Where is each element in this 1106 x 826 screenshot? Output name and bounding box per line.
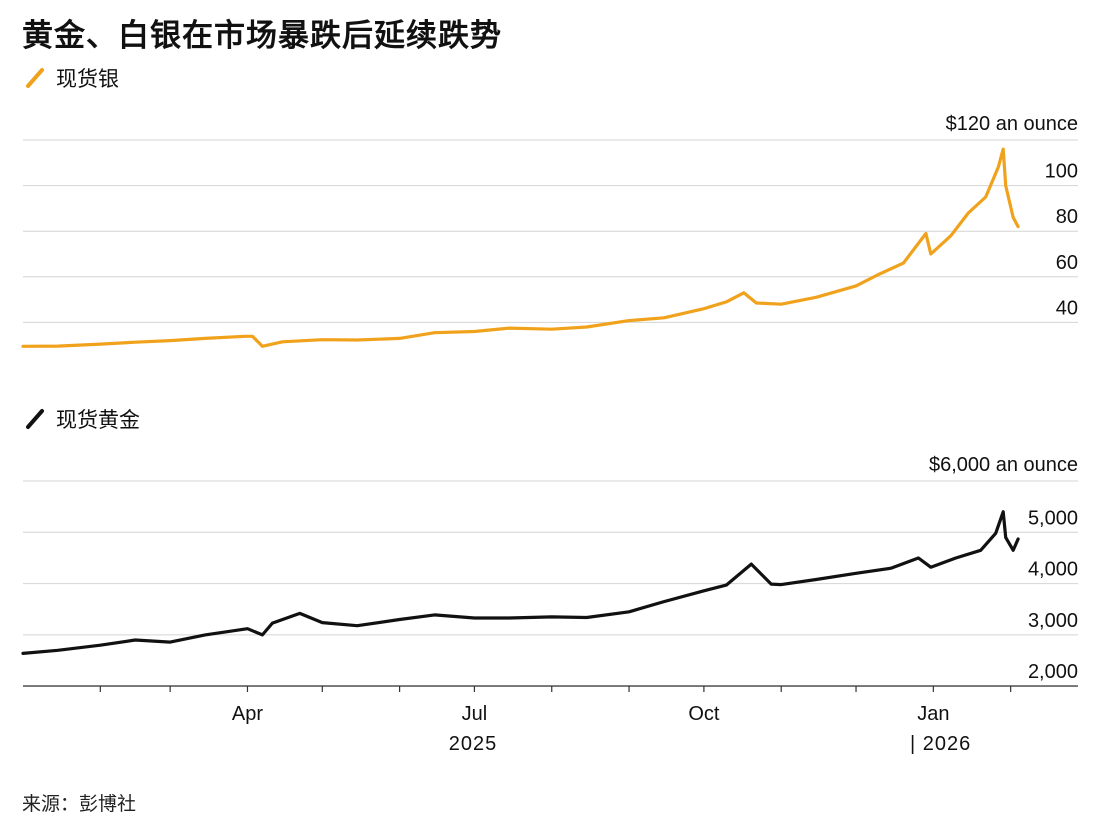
x-year-label-2026: | 2026 xyxy=(910,733,971,755)
x-tick-label: Jan xyxy=(917,703,949,725)
chart-title: 黄金、白银在市场暴跌后延续跌势 xyxy=(22,18,502,54)
x-year-label-2025: 2025 xyxy=(449,733,498,755)
gold-ytick-label: 3,000 xyxy=(1028,610,1078,632)
silver-ytick-label: 80 xyxy=(1056,206,1078,228)
gold-ytick-label: 2,000 xyxy=(1028,661,1078,683)
gold-ytick-label: 4,000 xyxy=(1028,559,1078,581)
legend-gold-label: 现货黄金 xyxy=(56,408,140,432)
legend-gold-swatch xyxy=(26,409,44,429)
legend-silver-swatch xyxy=(26,68,44,88)
source-note: 来源：彭博社 xyxy=(22,793,137,815)
silver-ytick-label: 60 xyxy=(1056,252,1078,274)
silver-ytick-label: 100 xyxy=(1045,161,1078,183)
x-tick-label: Jul xyxy=(462,703,488,725)
legend-silver: 现货银 xyxy=(24,63,119,93)
x-tick-label: Oct xyxy=(688,703,720,725)
legend-silver-label: 现货银 xyxy=(56,67,119,91)
silver-ytick-label: 40 xyxy=(1056,297,1078,319)
gold-unit-label: $6,000 an ounce xyxy=(929,454,1078,476)
legend-gold: 现货黄金 xyxy=(24,404,140,434)
gold-ytick-label: 5,000 xyxy=(1028,507,1078,529)
silver-series-line xyxy=(21,147,1020,348)
x-tick-label: Apr xyxy=(232,703,263,725)
chart-area: $120 an ounce 40 60 80 100 $6,000 an ounce 2,0… xyxy=(21,113,1078,755)
silver-unit-label: $120 an ounce xyxy=(946,113,1078,135)
gold-series-line xyxy=(21,510,1020,655)
